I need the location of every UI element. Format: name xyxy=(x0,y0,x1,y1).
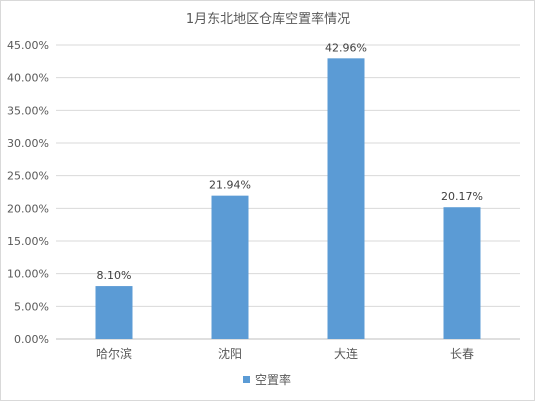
data-label: 21.94% xyxy=(209,179,251,192)
category-label: 大连 xyxy=(334,346,358,361)
legend: 空置率 xyxy=(243,372,291,387)
y-tick-label: 0.00% xyxy=(14,333,49,346)
x-axis-categories: 哈尔滨 沈阳 大连 长春 xyxy=(96,346,474,361)
category-label: 哈尔滨 xyxy=(96,346,132,361)
legend-swatch xyxy=(243,376,250,383)
y-tick-label: 35.00% xyxy=(7,104,49,117)
y-tick-label: 10.00% xyxy=(7,268,49,281)
bar xyxy=(211,195,249,339)
chart-title: 1月东北地区仓库空置率情况 xyxy=(186,11,350,27)
y-tick-label: 45.00% xyxy=(7,39,49,52)
y-axis-ticks: 0.00% 5.00% 10.00% 15.00% 20.00% 25.00% 30.00%… xyxy=(7,39,49,346)
y-tick-label: 40.00% xyxy=(7,72,49,85)
y-tick-label: 30.00% xyxy=(7,137,49,150)
bars xyxy=(95,58,481,339)
bar xyxy=(327,58,365,339)
data-labels: 8.10% 21.94% 42.96% 20.17% xyxy=(97,41,483,282)
y-tick-label: 15.00% xyxy=(7,235,49,248)
y-tick-label: 20.00% xyxy=(7,202,49,215)
bar xyxy=(443,207,481,339)
legend-label: 空置率 xyxy=(255,372,291,387)
y-tick-label: 5.00% xyxy=(14,300,49,313)
gridlines xyxy=(56,44,520,340)
y-tick-label: 25.00% xyxy=(7,170,49,183)
category-label: 长春 xyxy=(450,347,474,361)
bar xyxy=(95,286,133,339)
data-label: 20.17% xyxy=(441,190,483,203)
data-label: 8.10% xyxy=(97,269,132,282)
data-label: 42.96% xyxy=(325,41,367,54)
category-label: 沈阳 xyxy=(218,346,242,361)
